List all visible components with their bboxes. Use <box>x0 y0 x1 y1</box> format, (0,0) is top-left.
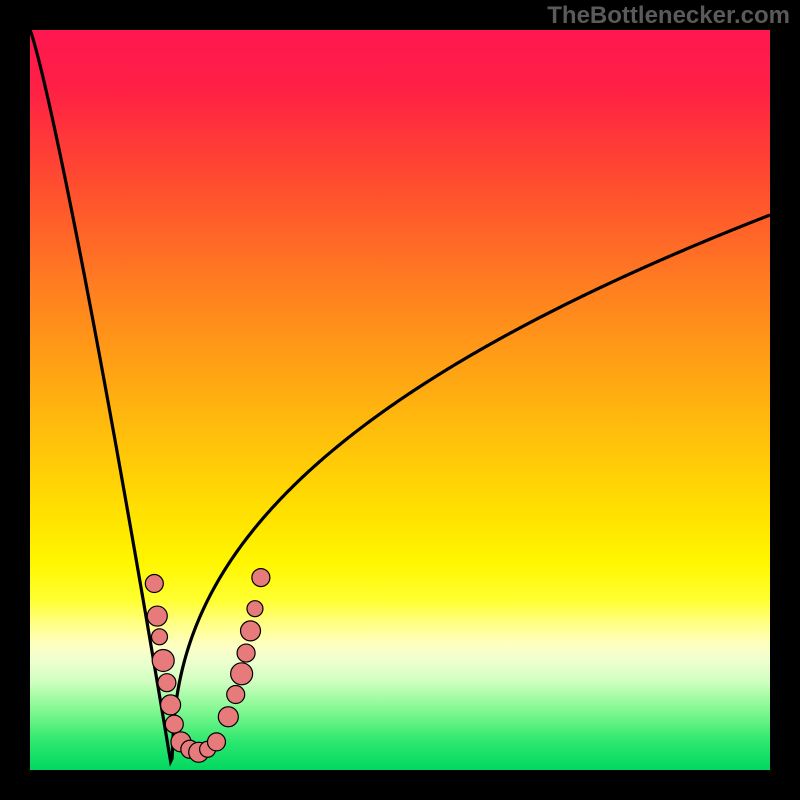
curve-marker <box>147 606 167 626</box>
curve-marker <box>207 733 225 751</box>
curve-marker <box>165 715 183 733</box>
curve-marker <box>241 621 261 641</box>
curve-marker <box>158 674 176 692</box>
curve-marker <box>247 601 263 617</box>
watermark-label: TheBottlenecker.com <box>547 2 790 30</box>
curve-marker <box>237 644 255 662</box>
chart-container: TheBottlenecker.com <box>0 0 800 800</box>
curve-marker <box>152 629 168 645</box>
bottleneck-chart <box>0 0 800 800</box>
curve-marker <box>231 663 253 685</box>
curve-marker <box>145 575 163 593</box>
curve-marker <box>218 707 238 727</box>
curve-marker <box>227 686 245 704</box>
curve-marker <box>252 569 270 587</box>
curve-marker <box>161 695 181 715</box>
curve-marker <box>152 649 174 671</box>
